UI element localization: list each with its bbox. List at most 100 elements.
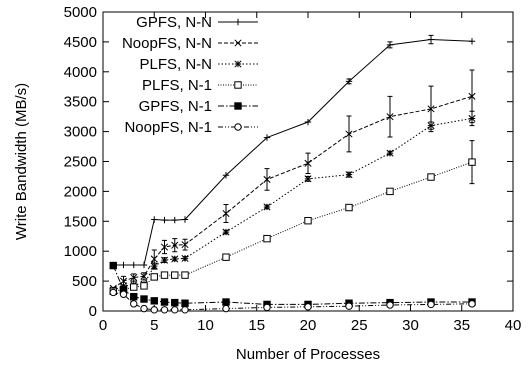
data-point [468, 300, 476, 308]
data-point [130, 273, 138, 282]
data-point [427, 173, 435, 181]
y-tick-label: 1000 [64, 243, 97, 260]
data-point [120, 261, 127, 269]
x-tick-label: 35 [453, 317, 470, 334]
series-layer [109, 34, 476, 314]
x-tick-label: 30 [402, 317, 419, 334]
data-point [160, 256, 169, 264]
data-point [140, 295, 148, 303]
data-point [222, 298, 230, 306]
data-point [171, 216, 178, 224]
data-point [222, 304, 230, 313]
data-point [181, 241, 189, 249]
x-tick-label: 5 [150, 317, 158, 334]
y-tick-label: 0 [89, 303, 97, 320]
x-tick-label: 15 [248, 317, 265, 334]
legend-item: GPFS, N-N [136, 14, 258, 31]
x-tick-label: 25 [351, 317, 368, 334]
x-tick-label: 20 [300, 317, 317, 334]
data-point [150, 262, 158, 270]
data-point [160, 306, 169, 314]
data-point [160, 243, 169, 251]
data-point [263, 134, 271, 141]
y-tick-label: 1500 [64, 213, 97, 230]
series-4 [109, 261, 476, 309]
y-tick-label: 4000 [64, 64, 97, 81]
series-1 [109, 69, 476, 292]
y-tick-label: 2000 [64, 183, 97, 200]
legend-marker [234, 123, 242, 131]
data-point [468, 114, 476, 122]
data-point [427, 36, 435, 43]
legend-item: NoopFS, N-N [122, 35, 258, 52]
data-point [171, 306, 179, 314]
series-line [113, 117, 473, 291]
data-point [171, 255, 179, 263]
legend-label: NoopFS, N-1 [124, 119, 212, 136]
legend-label: PLFS, N-N [139, 56, 212, 73]
data-point [171, 241, 179, 249]
data-point [427, 105, 435, 113]
legend: GPFS, N-N NoopFS, N-N PLFS, N-N PLFS, N-1 GP… [122, 14, 258, 136]
data-point [130, 261, 137, 269]
data-point [140, 282, 148, 290]
series-line [113, 39, 473, 266]
series-line [113, 291, 473, 311]
legend-marker [234, 60, 242, 68]
legend-item: PLFS, N-N [139, 56, 258, 73]
data-point [151, 216, 158, 223]
y-axis-title: Write Bandwidth (MB/s) [13, 83, 30, 240]
data-point [263, 303, 271, 312]
y-tick-label: 3000 [64, 124, 97, 141]
data-point [130, 292, 138, 301]
axes: 0 5 10 15 20 25 30 35 40 0 500 1000 1500 2000 2500 3000… [64, 4, 522, 334]
data-point [181, 254, 189, 262]
x-tick-label: 10 [197, 317, 214, 334]
data-point [386, 187, 394, 196]
data-point [140, 272, 148, 280]
data-point [181, 306, 189, 314]
data-point [222, 228, 230, 236]
data-point [140, 261, 148, 269]
data-point [140, 304, 148, 313]
data-point [181, 271, 189, 279]
data-point [468, 38, 476, 45]
data-point [222, 253, 230, 261]
x-tick-label: 40 [505, 317, 522, 334]
series-3 [109, 140, 476, 295]
data-point [263, 175, 271, 183]
legend-marker [234, 18, 242, 26]
data-point [160, 298, 169, 306]
y-tick-label: 4500 [64, 34, 97, 51]
data-point [304, 303, 312, 311]
legend-item: NoopFS, N-1 [124, 119, 258, 136]
data-point [345, 302, 353, 310]
data-point [109, 288, 117, 297]
y-tick-label: 3500 [64, 94, 97, 111]
data-point [427, 122, 435, 130]
data-point [345, 130, 353, 138]
series-0 [110, 34, 476, 269]
legend-item: GPFS, N-1 [139, 98, 258, 115]
y-tick-label: 500 [72, 273, 97, 290]
data-point [109, 261, 117, 270]
data-point [222, 172, 230, 179]
series-line [112, 265, 472, 305]
data-point [263, 234, 271, 243]
y-tick-label: 2500 [64, 154, 97, 171]
data-point [386, 301, 394, 309]
data-point [161, 216, 168, 224]
data-point [119, 290, 128, 298]
data-point [160, 271, 169, 279]
data-point [263, 203, 271, 211]
data-point [171, 298, 179, 307]
y-tick-label: 5000 [64, 4, 97, 21]
legend-label: NoopFS, N-N [122, 35, 212, 52]
legend-label: GPFS, N-1 [139, 98, 212, 115]
legend-marker [234, 81, 242, 89]
legend-marker [234, 39, 242, 47]
data-point [386, 149, 394, 157]
data-point [150, 297, 158, 305]
data-point [130, 300, 138, 308]
